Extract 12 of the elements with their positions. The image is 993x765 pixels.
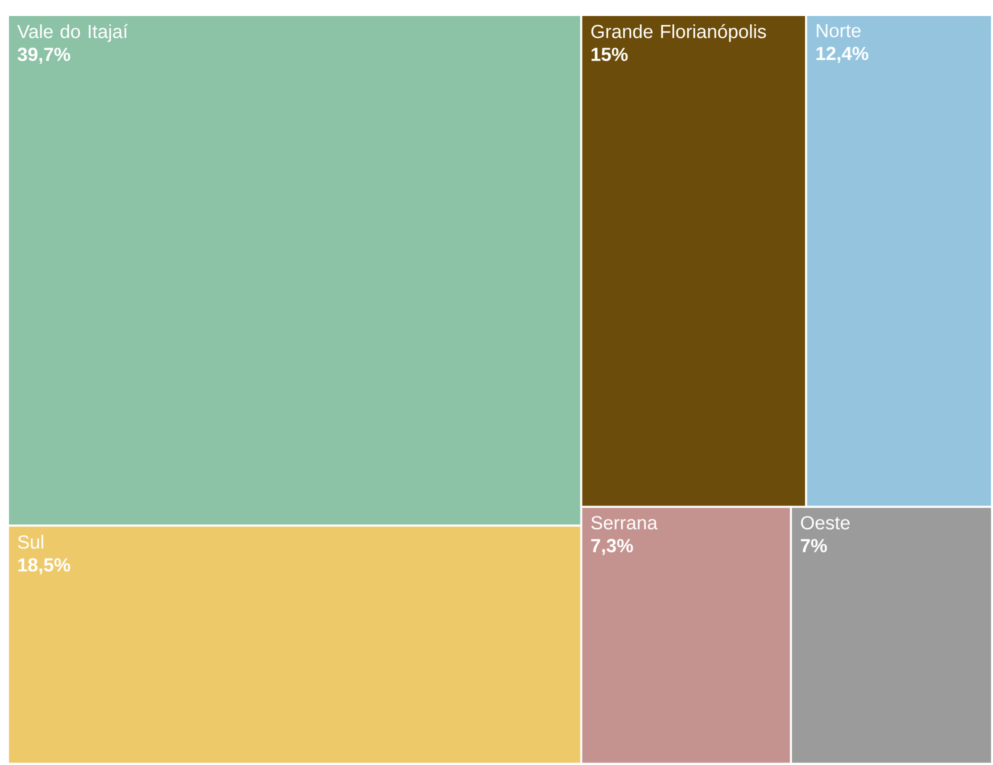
category-label: Grande Florianópolis — [591, 24, 766, 42]
category-label: Oeste — [801, 516, 850, 530]
data-label: 7% — [800, 539, 827, 552]
data-label: 18,5% — [18, 558, 70, 574]
data-label: 39,7% — [18, 48, 70, 64]
category-label: Sul — [18, 535, 44, 549]
category-label: Vale do Itajaí — [17, 24, 128, 42]
category-label: Norte — [816, 24, 861, 38]
data-label: 15% — [592, 48, 628, 62]
data-label: 7,3% — [591, 539, 633, 556]
data-label: 12,4% — [816, 46, 868, 64]
category-label: Serrana — [591, 516, 658, 530]
